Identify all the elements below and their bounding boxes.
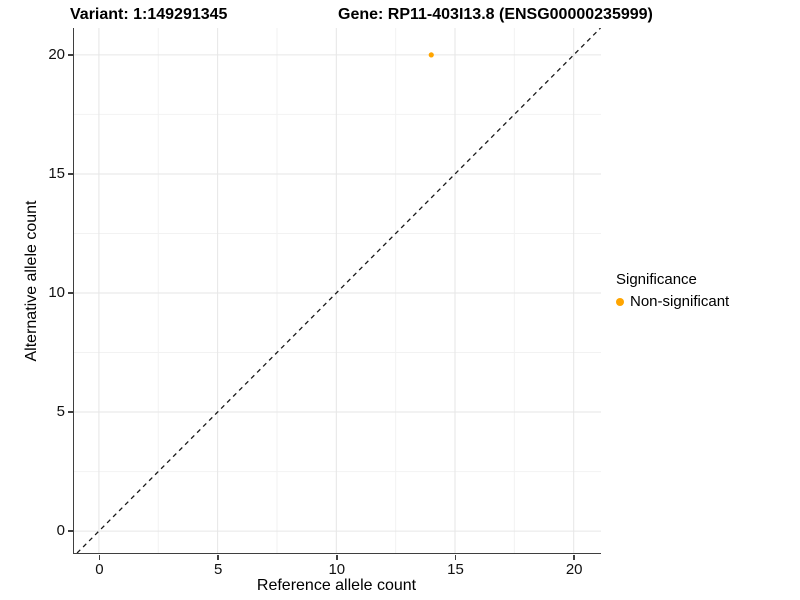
plot-panel xyxy=(73,28,601,554)
legend-item: Non-significant xyxy=(616,293,729,310)
y-tick-mark xyxy=(68,411,73,413)
y-tick-label: 5 xyxy=(56,403,65,421)
legend-item-label: Non-significant xyxy=(630,293,730,310)
y-tick-label: 20 xyxy=(48,45,65,63)
variant-title: Variant: 1:149291345 xyxy=(70,6,228,23)
x-tick-mark xyxy=(454,554,457,560)
x-tick-label: 10 xyxy=(328,561,346,578)
y-tick-label: 15 xyxy=(48,164,65,182)
legend-key-dot xyxy=(616,297,624,306)
legend-items: Non-significant xyxy=(616,293,729,310)
gene-title: Gene: RP11-403I13.8 (ENSG00000235999) xyxy=(338,6,653,23)
x-tick-label: 5 xyxy=(213,561,223,578)
y-tick-label: 0 xyxy=(56,522,65,540)
y-tick-mark xyxy=(68,530,73,532)
y-tick-label: 10 xyxy=(48,284,65,301)
plot-area xyxy=(74,28,601,553)
x-tick-mark xyxy=(573,554,575,560)
y-tick-mark xyxy=(68,54,73,56)
x-axis-label: Reference allele count xyxy=(256,577,417,594)
x-tick-mark xyxy=(336,554,338,560)
data-point xyxy=(428,52,434,58)
x-tick-mark xyxy=(217,554,219,560)
y-tick-mark xyxy=(68,173,73,175)
legend: Significance Non-significant xyxy=(616,271,729,310)
y-tick-mark xyxy=(68,292,73,294)
legend-title: Significance xyxy=(616,271,697,288)
x-tick-mark xyxy=(98,554,101,560)
x-tick-label: 15 xyxy=(447,561,464,578)
x-tick-label: 0 xyxy=(95,561,104,578)
identity-line xyxy=(76,28,601,553)
x-tick-label: 20 xyxy=(565,561,583,578)
